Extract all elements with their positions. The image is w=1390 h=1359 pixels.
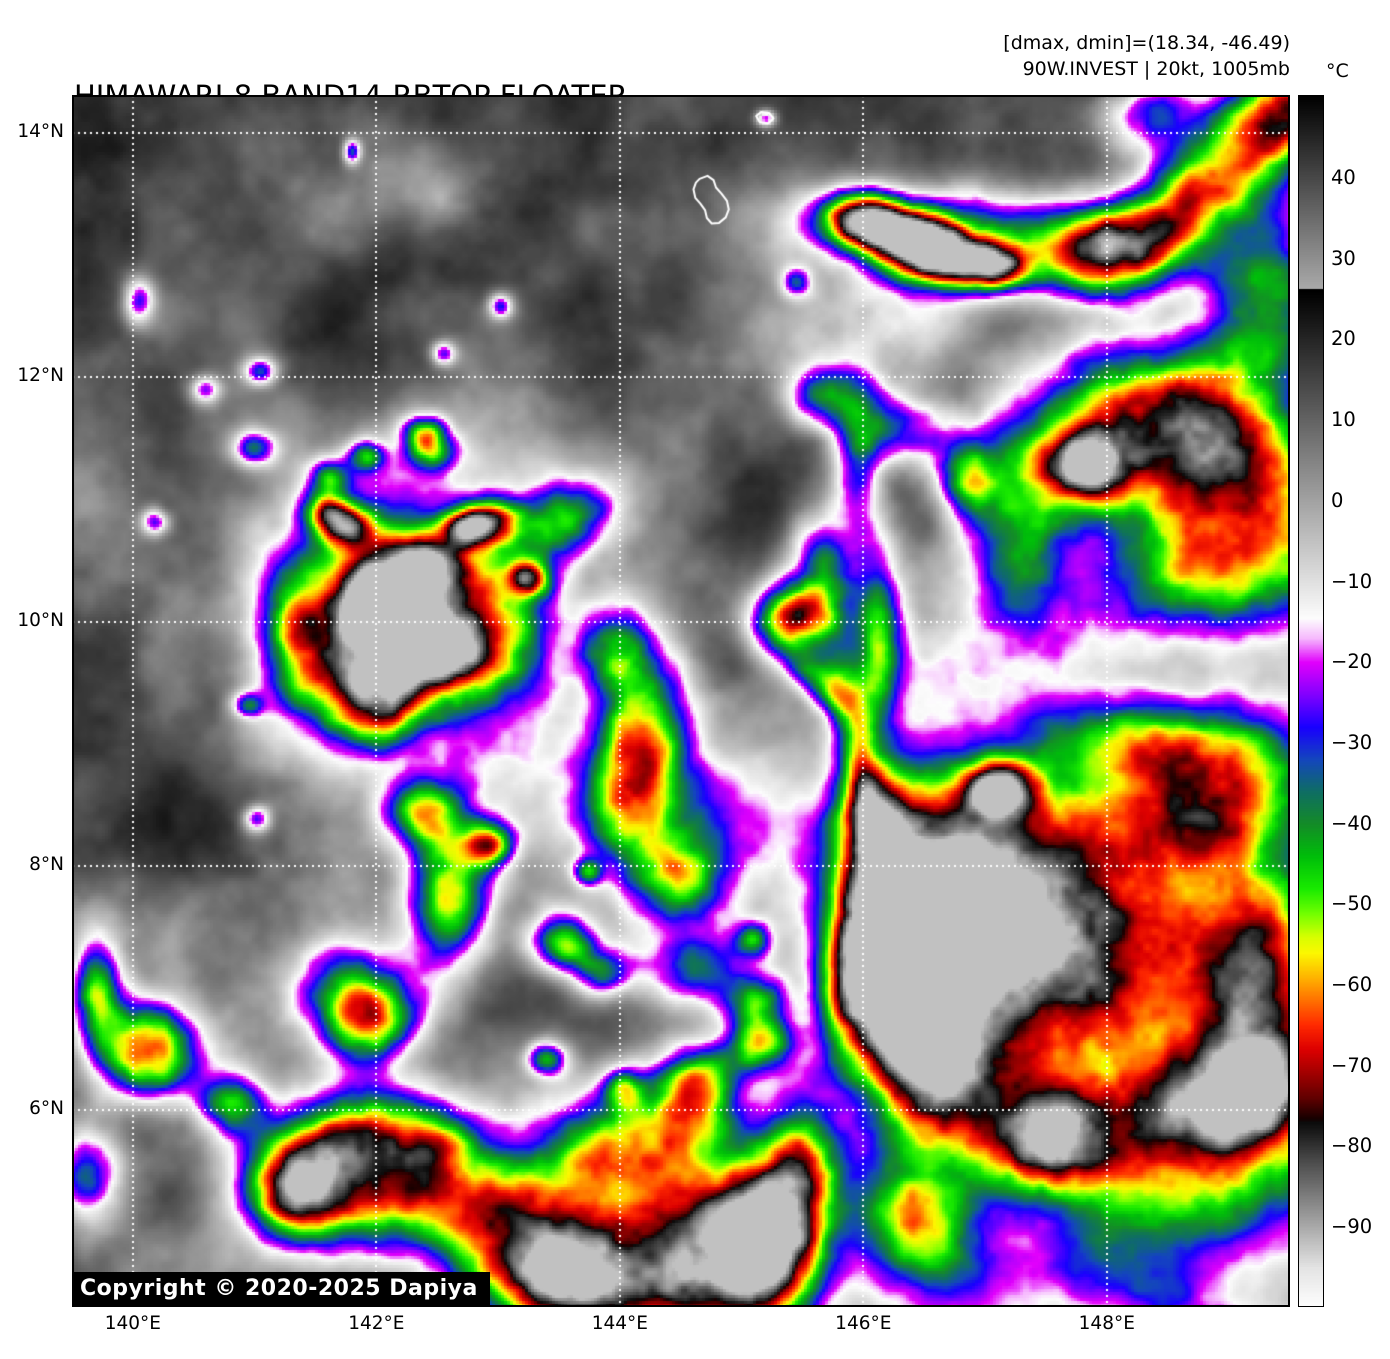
- y-tick-label: 10°N: [17, 609, 64, 631]
- annotation-block: [dmax, dmin]=(18.34, -46.49) 90W.INVEST …: [1003, 30, 1290, 82]
- satellite-map: Copyright © 2020-2025 Dapiya: [72, 95, 1290, 1307]
- x-tick-label: 144°E: [591, 1313, 648, 1334]
- colorbar-tick-label: 10: [1331, 408, 1356, 432]
- colorbar-tick-label: −30: [1331, 730, 1373, 754]
- colorbar: [1298, 95, 1324, 1307]
- colorbar-tick-label: −10: [1331, 569, 1373, 593]
- copyright-badge: Copyright © 2020-2025 Dapiya: [72, 1272, 490, 1307]
- colorbar-tick-label: −70: [1331, 1053, 1373, 1077]
- colorbar-tick-label: 30: [1331, 246, 1356, 270]
- satellite-image-canvas: [72, 95, 1290, 1307]
- storm-annotation: 90W.INVEST | 20kt, 1005mb: [1022, 58, 1290, 80]
- colorbar-tick-label: 40: [1331, 166, 1356, 190]
- y-tick-label: 6°N: [29, 1098, 64, 1120]
- longitude-axis: 140°E 142°E 144°E 146°E 148°E: [72, 1313, 1290, 1343]
- colorbar-tick-label: 0: [1331, 488, 1344, 512]
- x-tick-label: 140°E: [104, 1313, 161, 1334]
- colorbar-tick-label: −20: [1331, 650, 1373, 674]
- colorbar-canvas: [1298, 95, 1324, 1307]
- colorbar-tick-label: −80: [1331, 1134, 1373, 1158]
- colorbar-tick-label: 20: [1331, 327, 1356, 351]
- y-tick-label: 12°N: [17, 365, 64, 387]
- colorbar-tick-label: −40: [1331, 811, 1373, 835]
- y-tick-label: 14°N: [17, 121, 64, 143]
- x-tick-label: 146°E: [835, 1313, 892, 1334]
- colorbar-ticks: 40 30 20 10 0 −10 −20 −30 −40 −50 −60 −70 −80 −90: [1331, 95, 1390, 1307]
- colorbar-tick-label: −90: [1331, 1215, 1373, 1239]
- colorbar-tick-label: −50: [1331, 892, 1373, 916]
- x-tick-label: 142°E: [348, 1313, 405, 1334]
- colorbar-unit-label: °C: [1326, 60, 1349, 82]
- latitude-axis: 14°N 12°N 10°N 8°N 6°N: [0, 95, 64, 1307]
- colorbar-tick-label: −60: [1331, 973, 1373, 997]
- x-tick-label: 148°E: [1078, 1313, 1135, 1334]
- dmax-dmin-annotation: [dmax, dmin]=(18.34, -46.49): [1003, 32, 1290, 54]
- y-tick-label: 8°N: [29, 854, 64, 876]
